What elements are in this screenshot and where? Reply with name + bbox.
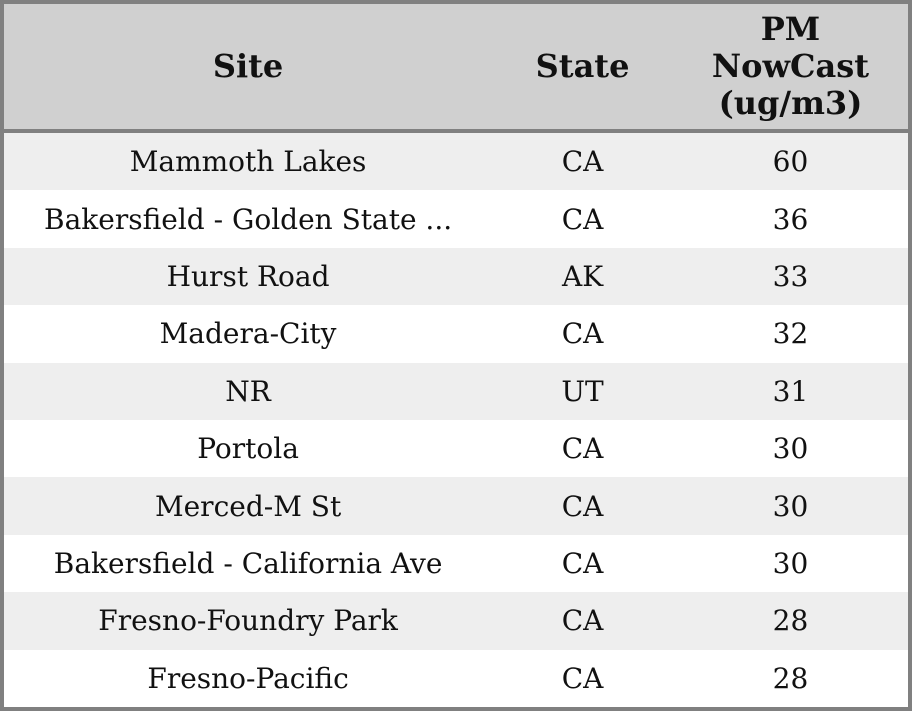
table-header-row: Site State PM NowCast (ug/m3) [4,4,908,133]
state-cell: CA [561,202,604,236]
pm-value-cell: 33 [772,260,809,294]
table-row: Madera-City CA 32 [4,305,908,363]
state-cell: CA [561,317,604,351]
table-row: Portola CA 30 [4,420,908,478]
pm-value-cell: 36 [772,202,809,236]
site-cell: Madera-City [159,317,337,351]
pm-value-cell: 60 [772,145,809,179]
pm-value-cell: 30 [772,432,809,466]
pm-value-cell: 30 [772,489,809,523]
table-row: Fresno-Foundry Park CA 28 [4,592,908,650]
table-row: Bakersfield - California Ave CA 30 [4,534,908,593]
state-cell: AK [561,260,604,294]
pm-value-cell: 28 [772,604,809,638]
table-body: Mammoth Lakes CA 60 Bakersfield - Golden… [4,133,908,707]
state-cell: UT [561,374,604,408]
site-cell: Fresno-Pacific [147,661,349,695]
table-row: Bakersfield - Golden State ... CA 36 [4,190,908,248]
state-cell: CA [561,661,604,695]
column-header-state: State [535,47,630,85]
site-cell: Merced-M St [154,489,342,523]
column-header-site: Site [212,47,284,85]
table-row: Fresno-Pacific CA 28 [4,649,908,707]
site-cell: Mammoth Lakes [129,145,367,179]
table-row: Mammoth Lakes CA 60 [4,133,908,191]
table-row: NR UT 31 [4,362,908,421]
pm-value-cell: 32 [772,317,809,351]
state-cell: CA [561,547,604,581]
state-cell: CA [561,432,604,466]
site-cell: Hurst Road [166,260,330,294]
table-row: Hurst Road AK 33 [4,247,908,306]
pm-value-cell: 31 [772,374,809,408]
site-cell: Portola [197,432,299,466]
pm-value-cell: 28 [772,661,809,695]
state-cell: CA [561,604,604,638]
column-header-pm-nowcast: PM NowCast (ug/m3) [711,10,870,122]
state-cell: CA [561,145,604,179]
pm-value-cell: 30 [772,547,809,581]
site-cell: Bakersfield - Golden State ... [44,202,453,236]
state-cell: CA [561,489,604,523]
site-cell: Bakersfield - California Ave [53,547,443,581]
table-row: Merced-M St CA 30 [4,477,908,535]
site-cell: NR [225,374,271,408]
site-cell: Fresno-Foundry Park [98,604,398,638]
